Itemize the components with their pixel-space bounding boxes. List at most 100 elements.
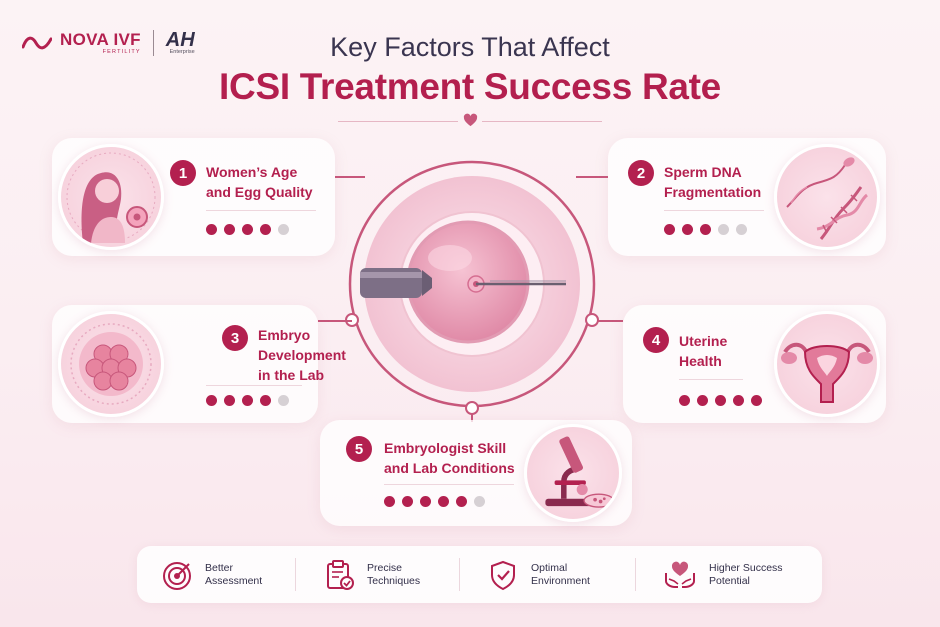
- factor-rating: [664, 224, 747, 235]
- factor-card-5: 5 Embryologist Skill and Lab Conditions: [320, 420, 632, 526]
- rating-dot-filled: [715, 395, 726, 406]
- benefit-label-line: Better: [205, 561, 234, 574]
- benefit-label-line: Assessment: [205, 574, 263, 587]
- rating-dot-filled: [664, 224, 675, 235]
- embryo-illustration-icon: [58, 311, 164, 417]
- rating-dot-filled: [682, 224, 693, 235]
- benefit-label-line: Techniques: [367, 574, 421, 587]
- factor-number: 3: [222, 325, 248, 351]
- benefit-label: Optimal Environment: [531, 562, 590, 588]
- brand-bar: NOVA IVF FERTILITY AH Enterprise: [22, 30, 195, 56]
- factor-title-line: Uterine: [679, 333, 728, 349]
- rating-dot-empty: [474, 496, 485, 507]
- nova-ivf-logo-icon: [22, 36, 52, 50]
- factor-title-line: Sperm DNA: [664, 164, 742, 180]
- rating-dot-filled: [224, 395, 235, 406]
- benefit-label: Higher Success Potential: [709, 562, 783, 588]
- factor-number: 1: [170, 160, 196, 186]
- benefit-item-3: Optimal Environment: [487, 546, 590, 603]
- rating-dot-filled: [224, 224, 235, 235]
- benefit-item-2: Precise Techniques: [323, 546, 420, 603]
- shield-check-icon: [491, 560, 515, 590]
- factor-underline: [664, 210, 764, 211]
- factor-rating: [206, 224, 289, 235]
- woman-egg-illustration-icon: [58, 144, 164, 250]
- icsi-egg-illustration-icon: [345, 160, 599, 415]
- brand-divider: [152, 30, 154, 56]
- ah-enterprise-logo: AH Enterprise: [165, 29, 195, 55]
- nova-ivf-wordmark: NOVA IVF FERTILITY: [60, 29, 141, 55]
- factor-underline: [206, 385, 302, 386]
- factor-title: Women’s Age and Egg Quality: [206, 162, 313, 202]
- rating-dot-filled: [700, 224, 711, 235]
- rating-dot-empty: [736, 224, 747, 235]
- factor-title-line: Health: [679, 353, 722, 369]
- factor-title-line: Embryologist Skill: [384, 440, 507, 456]
- factor-title-line: Women’s Age: [206, 164, 298, 180]
- rating-dot-empty: [278, 224, 289, 235]
- rating-dot-filled: [242, 395, 253, 406]
- factor-title-line: Embryo: [258, 327, 311, 343]
- benefit-label-line: Potential: [709, 574, 750, 587]
- rating-dot-filled: [733, 395, 744, 406]
- factor-number: 2: [628, 160, 654, 186]
- rating-dot-filled: [697, 395, 708, 406]
- rating-dot-empty: [278, 395, 289, 406]
- title-divider-left: [338, 121, 458, 122]
- target-icon: [163, 561, 191, 590]
- microscope-illustration-icon: [524, 424, 622, 522]
- benefit-label-line: Higher Success: [709, 561, 783, 574]
- connector-1: [335, 176, 365, 178]
- connector-3: [318, 320, 352, 322]
- factor-rating: [384, 496, 485, 507]
- brand-name: NOVA IVF: [60, 29, 141, 49]
- benefit-label-line: Precise: [367, 561, 403, 574]
- factor-number: 5: [346, 436, 372, 462]
- rating-dot-filled: [402, 496, 413, 507]
- benefit-item-1: Better Assessment: [161, 546, 262, 603]
- benefit-item-4: Higher Success Potential: [663, 546, 783, 603]
- factor-title-line: in the Lab: [258, 367, 325, 383]
- rating-dot-filled: [260, 395, 271, 406]
- rating-dot-empty: [718, 224, 729, 235]
- benefit-divider: [295, 558, 296, 591]
- rating-dot-filled: [260, 224, 271, 235]
- factor-underline: [679, 379, 743, 380]
- factor-card-1: 1 Women’s Age and Egg Quality: [52, 138, 335, 256]
- hands-heart-icon: [665, 561, 695, 588]
- factor-card-3: 3 Embryo Development in the Lab: [52, 305, 346, 423]
- rating-dot-filled: [384, 496, 395, 507]
- factor-title: Embryologist Skill and Lab Conditions: [384, 438, 515, 478]
- rating-dot-filled: [751, 395, 762, 406]
- factor-underline: [206, 210, 316, 211]
- rating-dot-filled: [456, 496, 467, 507]
- factor-title: Embryo Development in the Lab: [258, 325, 346, 385]
- uterus-illustration-icon: [774, 311, 880, 417]
- connector-5: [471, 414, 473, 422]
- rating-dot-filled: [206, 224, 217, 235]
- benefit-divider: [459, 558, 460, 591]
- rating-dot-filled: [206, 395, 217, 406]
- factor-title-line: Fragmentation: [664, 184, 762, 200]
- benefit-label: Better Assessment: [205, 562, 262, 588]
- brand-sub: FERTILITY: [102, 48, 141, 55]
- partner-name: AH: [165, 29, 195, 51]
- benefit-label-line: Environment: [531, 574, 590, 587]
- connector-2: [576, 176, 608, 178]
- rating-dot-filled: [679, 395, 690, 406]
- factor-card-2: 2 Sperm DNA Fragmentation: [608, 138, 886, 256]
- rating-dot-filled: [420, 496, 431, 507]
- factor-card-4: 4 Uterine Health: [623, 305, 886, 423]
- benefit-label: Precise Techniques: [367, 562, 420, 588]
- benefit-label-line: Optimal: [531, 561, 568, 574]
- rating-dot-filled: [242, 224, 253, 235]
- title-divider-right: [482, 121, 602, 122]
- factor-title-line: and Lab Conditions: [384, 460, 515, 476]
- partner-sub: Enterprise: [169, 49, 195, 55]
- factor-rating: [206, 395, 289, 406]
- factor-title: Sperm DNA Fragmentation: [664, 162, 761, 202]
- factor-underline: [384, 484, 514, 485]
- connector-4: [597, 320, 623, 322]
- sperm-dna-illustration-icon: [774, 144, 880, 250]
- clipboard-check-icon: [327, 559, 354, 590]
